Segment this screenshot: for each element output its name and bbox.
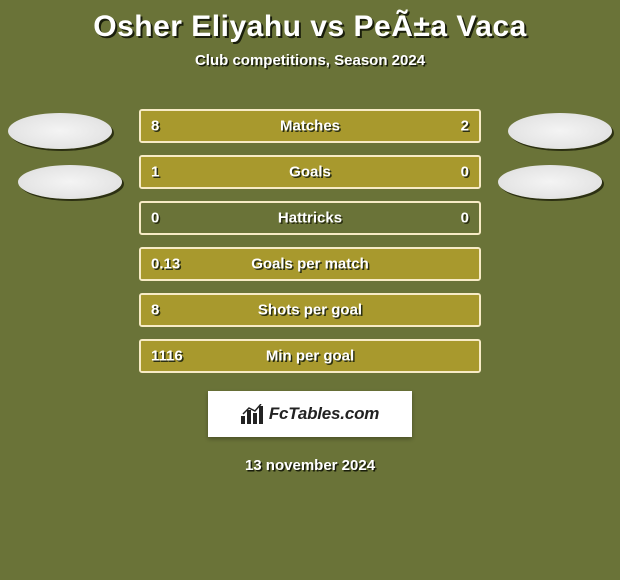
stat-fill-left xyxy=(141,249,479,279)
player1-avatar-head xyxy=(8,113,112,149)
stat-label: Hattricks xyxy=(141,210,479,227)
stat-fill-left xyxy=(141,295,479,325)
stat-row: 0.13Goals per match xyxy=(139,247,481,281)
fctables-logo: FcTables.com xyxy=(208,391,412,437)
player2-avatar-body xyxy=(498,165,602,199)
stat-fill-right xyxy=(411,157,479,187)
logo-text: FcTables.com xyxy=(269,404,379,424)
bar-chart-icon xyxy=(241,404,265,424)
stat-row: 82Matches xyxy=(139,109,481,143)
player2-avatar-head xyxy=(508,113,612,149)
stat-row: 8Shots per goal xyxy=(139,293,481,327)
stat-row: 1116Min per goal xyxy=(139,339,481,373)
stat-row: 0 0Hattricks xyxy=(139,201,481,235)
date-label: 13 november 2024 xyxy=(0,457,620,474)
stat-value-left: 0 xyxy=(151,210,159,227)
subtitle: Club competitions, Season 2024 xyxy=(0,52,620,69)
stat-row: 10Goals xyxy=(139,155,481,189)
page-title: Osher Eliyahu vs PeÃ±a Vaca xyxy=(0,0,620,44)
comparison-chart: 82Matches 10Goals 0 0Hattricks 0.13Goals per… xyxy=(0,109,620,373)
stat-value-right: 0 xyxy=(461,210,469,227)
stat-fill-left xyxy=(141,341,479,371)
stat-fill-right xyxy=(411,111,479,141)
stat-fill-left xyxy=(141,157,411,187)
player1-avatar-body xyxy=(18,165,122,199)
stat-fill-left xyxy=(141,111,411,141)
